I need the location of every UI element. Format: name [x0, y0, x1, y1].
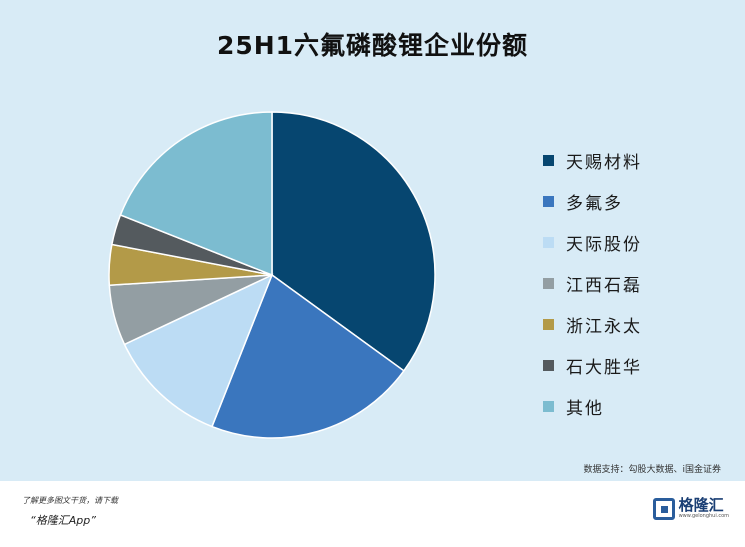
- legend-swatch: [543, 196, 554, 207]
- legend-label: 浙江永太: [566, 317, 642, 337]
- brand-url: www.gelonghui.com: [678, 513, 729, 519]
- brand-logo[interactable]: 格隆汇 www.gelonghui.com: [652, 496, 729, 520]
- legend-label: 石大胜华: [566, 358, 642, 378]
- pie-chart: [108, 111, 436, 439]
- pie-slice: [123, 273, 274, 428]
- legend-item: 江西石磊: [543, 263, 642, 304]
- legend-item: 天际股份: [543, 222, 642, 263]
- legend-label: 江西石磊: [566, 276, 642, 296]
- legend-item: 天赐材料: [543, 140, 642, 181]
- legend-item: 多氟多: [543, 181, 642, 222]
- pie-slice: [271, 111, 436, 372]
- legend-swatch: [543, 319, 554, 330]
- legend-swatch: [543, 278, 554, 289]
- chart-title: 25H1六氟磷酸锂企业份额: [216, 31, 529, 60]
- pie-slice: [119, 111, 273, 277]
- chart-legend: 天赐材料 多氟多 天际股份 江西石磊 浙江永太 石大胜华 其他: [543, 140, 642, 427]
- pie-slice: [211, 273, 405, 439]
- legend-label: 多氟多: [566, 194, 623, 214]
- legend-label: 其他: [566, 399, 604, 419]
- brand-name: 格隆汇: [678, 496, 724, 514]
- footer-banner: 了解更多图文干货，请下载 “格隆汇App” 格隆汇 www.gelonghui.…: [0, 481, 745, 547]
- legend-swatch: [543, 155, 554, 166]
- legend-swatch: [543, 401, 554, 412]
- legend-swatch: [543, 360, 554, 371]
- data-source-note: 数据支持：勾股大数据、i国金证券: [583, 465, 721, 475]
- legend-label: 天赐材料: [566, 153, 642, 173]
- download-promo-text: 了解更多图文干货，请下载: [22, 496, 118, 505]
- app-name-text: “格隆汇App”: [30, 514, 96, 527]
- legend-item: 石大胜华: [543, 345, 642, 386]
- legend-item: 其他: [543, 386, 642, 427]
- legend-item: 浙江永太: [543, 304, 642, 345]
- legend-swatch: [543, 237, 554, 248]
- gelonghui-logo-icon: [652, 497, 675, 520]
- legend-label: 天际股份: [566, 235, 642, 255]
